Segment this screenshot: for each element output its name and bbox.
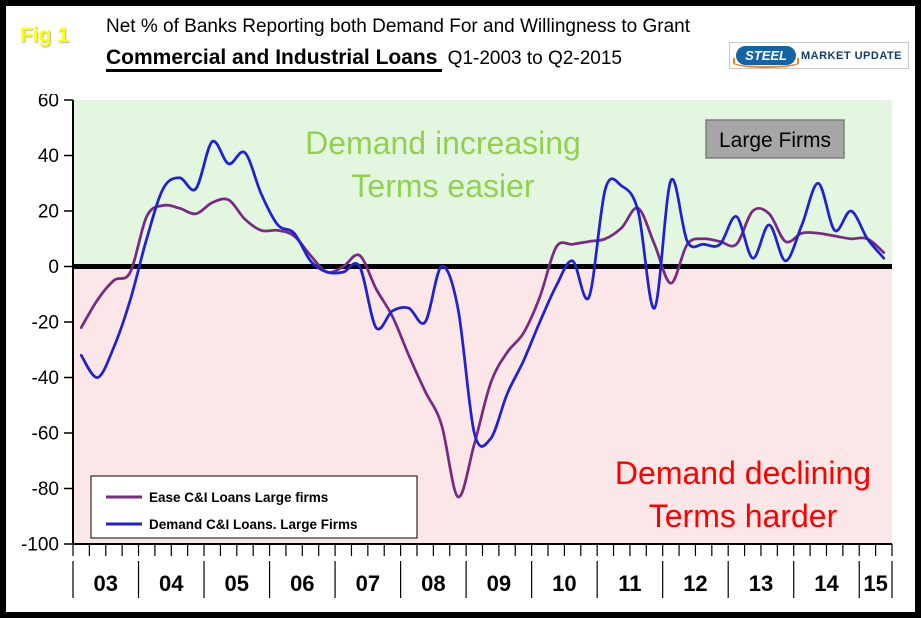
- chart-title-line1: Net % of Banks Reporting both Demand For…: [106, 16, 691, 37]
- y-tick-label: 20: [38, 202, 59, 223]
- x-year-label: 15: [863, 571, 887, 596]
- x-year-label: 12: [683, 571, 707, 596]
- axes: 60 40 20 0 -20 -40 -60 -80 -100 03 04 05 06 07 08 09 10 1…: [21, 91, 893, 598]
- x-year-label: 04: [159, 571, 184, 596]
- y-tick-label: -60: [32, 424, 59, 445]
- smu-logo: STEEL MARKET UPDATE: [729, 42, 909, 69]
- annotation-demand-declining: Demand declining: [615, 455, 871, 491]
- x-year-label: 03: [94, 571, 118, 596]
- y-tick-label: -80: [32, 479, 59, 500]
- y-tick-label: 40: [38, 146, 59, 167]
- annotation-terms-harder: Terms harder: [649, 498, 838, 534]
- loan-survey-chart: 60 40 20 0 -20 -40 -60 -80 -100 03 04 05 06 07 08 09 10 1…: [21, 91, 893, 598]
- chart-titles: Net % of Banks Reporting both Demand For…: [106, 16, 691, 72]
- y-tick-label: 60: [38, 94, 59, 112]
- y-tick-label: 0: [48, 257, 59, 278]
- x-year-label: 10: [552, 571, 576, 596]
- legend-label-ease: Ease C&I Loans Large firms: [149, 490, 328, 505]
- x-year-label: 05: [225, 571, 249, 596]
- x-year-label: 13: [749, 571, 773, 596]
- annotation-terms-easier: Terms easier: [351, 168, 535, 204]
- legend: Ease C&I Loans Large firms Demand C&I Lo…: [90, 475, 418, 539]
- logo-market-update-text: MARKET UPDATE: [800, 49, 902, 62]
- demand-series-line: [79, 139, 886, 448]
- x-year-label: 14: [814, 571, 839, 596]
- figure-label: Fig 1: [20, 24, 70, 47]
- series-label-box: Large Firms: [705, 119, 845, 159]
- chart-title-range: Q1-2003 to Q2-2015: [442, 48, 622, 69]
- annotation-demand-increasing: Demand increasing: [305, 125, 581, 161]
- x-year-label: 07: [356, 571, 380, 596]
- large-firms-label: Large Firms: [719, 129, 831, 152]
- x-year-label: 09: [487, 571, 511, 596]
- header: Fig 1 Net % of Banks Reporting both Dema…: [6, 6, 915, 94]
- y-tick-label: -100: [21, 535, 59, 556]
- large-firms-box: [705, 119, 845, 159]
- x-year-label: 08: [421, 571, 445, 596]
- x-year-label: 06: [290, 571, 314, 596]
- chart-title-subject: Commercial and Industrial Loans: [106, 46, 443, 72]
- y-tick-label: -40: [32, 368, 59, 389]
- chart-title-line2: Commercial and Industrial Loans Q1-2003 …: [106, 46, 690, 72]
- ease-series-line: [79, 197, 886, 499]
- legend-box: [90, 475, 418, 539]
- x-year-label: 11: [618, 571, 641, 596]
- y-tick-label: -20: [32, 313, 59, 334]
- legend-label-demand: Demand C&I Loans. Large Firms: [149, 517, 358, 532]
- logo-steel-badge: STEEL: [733, 46, 799, 68]
